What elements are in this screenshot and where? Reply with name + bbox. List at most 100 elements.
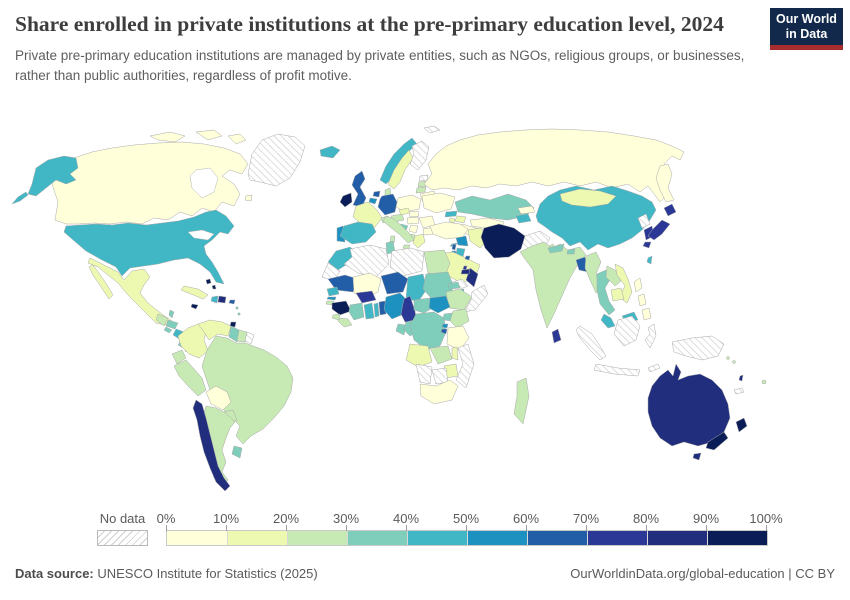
- country-bhutan[interactable]: [566, 248, 576, 255]
- country-malaysia[interactable]: [600, 313, 616, 329]
- country-bolivia[interactable]: [205, 385, 232, 411]
- country-burundi[interactable]: [440, 328, 448, 335]
- country-lesser-antilles-1[interactable]: [235, 306, 239, 310]
- country-new-zealand-north[interactable]: [735, 417, 748, 433]
- legend-bin-2[interactable]: [287, 531, 347, 545]
- country-peru[interactable]: [173, 359, 207, 397]
- country-malawi[interactable]: [451, 346, 459, 361]
- country-venezuela[interactable]: [197, 319, 232, 341]
- country-liberia[interactable]: [337, 317, 353, 328]
- country-georgia[interactable]: [444, 210, 458, 218]
- country-syria[interactable]: [455, 235, 469, 247]
- country-ireland[interactable]: [339, 192, 353, 208]
- country-jamaica[interactable]: [190, 303, 199, 310]
- country-united-kingdom[interactable]: [351, 170, 367, 208]
- country-kamchatka[interactable]: [655, 163, 675, 203]
- country-mongolia[interactable]: [559, 188, 617, 208]
- country-alaska[interactable]: [27, 155, 79, 197]
- country-cuba[interactable]: [180, 285, 209, 300]
- country-puerto-rico[interactable]: [228, 299, 236, 305]
- country-honduras[interactable]: [165, 319, 179, 330]
- country-greece[interactable]: [412, 233, 426, 249]
- country-usa[interactable]: [63, 209, 235, 285]
- country-hungary[interactable]: [406, 216, 420, 225]
- country-solomon-islands-1[interactable]: [726, 356, 730, 360]
- country-mali[interactable]: [352, 272, 382, 299]
- country-netherlands[interactable]: [372, 190, 381, 198]
- country-philippines-visayas[interactable]: [637, 293, 647, 307]
- country-germany[interactable]: [377, 193, 398, 216]
- country-bahamas[interactable]: [205, 278, 212, 285]
- country-indonesia-java[interactable]: [593, 363, 641, 377]
- legend-bin-3[interactable]: [347, 531, 407, 545]
- country-new-guinea[interactable]: [671, 335, 725, 361]
- country-burkina-faso[interactable]: [355, 290, 377, 304]
- country-south-africa[interactable]: [419, 379, 459, 405]
- country-new-zealand-south[interactable]: [705, 431, 729, 451]
- country-philippines-mindanao[interactable]: [641, 307, 652, 321]
- country-drc[interactable]: [409, 311, 447, 351]
- country-kuwait[interactable]: [464, 255, 471, 261]
- country-tajikistan[interactable]: [515, 213, 532, 224]
- country-uae[interactable]: [460, 268, 471, 275]
- country-fiji[interactable]: [761, 379, 767, 385]
- legend-bin-1[interactable]: [227, 531, 287, 545]
- country-ukraine[interactable]: [421, 192, 456, 214]
- legend-bin-4[interactable]: [407, 531, 467, 545]
- country-niger[interactable]: [380, 271, 409, 295]
- country-russia[interactable]: [423, 128, 685, 203]
- country-aleutians[interactable]: [11, 191, 29, 205]
- country-gambia[interactable]: [326, 296, 337, 301]
- legend-bin-8[interactable]: [647, 531, 707, 545]
- country-kenya[interactable]: [449, 308, 470, 329]
- country-indonesia-sumatra[interactable]: [575, 325, 607, 361]
- country-algeria[interactable]: [343, 244, 390, 278]
- country-iceland[interactable]: [319, 145, 341, 159]
- country-canada-arctic-3[interactable]: [227, 133, 247, 145]
- country-senegal[interactable]: [326, 286, 340, 297]
- country-cote-divoire[interactable]: [348, 302, 365, 321]
- country-south-sudan[interactable]: [428, 295, 451, 314]
- country-angola[interactable]: [405, 343, 433, 368]
- country-libya[interactable]: [389, 247, 425, 277]
- country-timor-leste[interactable]: [647, 363, 661, 373]
- country-tasmania[interactable]: [692, 452, 702, 461]
- country-dominican-republic[interactable]: [217, 295, 227, 304]
- country-japan-honshu[interactable]: [647, 219, 671, 241]
- country-kyrgyzstan[interactable]: [517, 205, 536, 215]
- country-guinea[interactable]: [331, 300, 352, 316]
- country-nepal[interactable]: [547, 243, 565, 254]
- country-sierra-leone[interactable]: [331, 313, 341, 321]
- country-madagascar[interactable]: [513, 377, 530, 425]
- country-colombia[interactable]: [177, 323, 209, 359]
- country-lithuania[interactable]: [415, 186, 427, 194]
- country-sri-lanka[interactable]: [551, 328, 562, 344]
- country-greenland[interactable]: [247, 133, 306, 187]
- country-north-korea[interactable]: [637, 213, 651, 229]
- country-uruguay[interactable]: [231, 445, 243, 459]
- country-gabon[interactable]: [395, 323, 407, 336]
- country-eritrea[interactable]: [447, 281, 461, 290]
- country-ghana[interactable]: [363, 302, 375, 320]
- country-lebanon[interactable]: [451, 243, 457, 251]
- country-iran[interactable]: [480, 223, 526, 259]
- country-taiwan[interactable]: [646, 255, 653, 265]
- country-slovakia[interactable]: [408, 210, 420, 218]
- country-estonia[interactable]: [418, 174, 429, 182]
- country-azerbaijan[interactable]: [454, 215, 467, 224]
- country-haiti[interactable]: [210, 295, 219, 304]
- country-belize[interactable]: [168, 309, 175, 319]
- country-armenia[interactable]: [448, 217, 456, 224]
- country-mozambique[interactable]: [455, 343, 475, 389]
- country-vanuatu[interactable]: [738, 374, 744, 382]
- country-indonesia-borneo[interactable]: [613, 315, 641, 347]
- country-egypt[interactable]: [423, 249, 451, 277]
- country-qatar[interactable]: [462, 265, 468, 271]
- country-namibia[interactable]: [415, 363, 433, 385]
- country-canada[interactable]: [51, 141, 249, 225]
- country-philippines-luzon[interactable]: [633, 277, 643, 293]
- country-vietnam[interactable]: [614, 263, 633, 304]
- country-australia[interactable]: [647, 363, 731, 447]
- country-benin[interactable]: [378, 300, 387, 316]
- country-france[interactable]: [352, 201, 383, 228]
